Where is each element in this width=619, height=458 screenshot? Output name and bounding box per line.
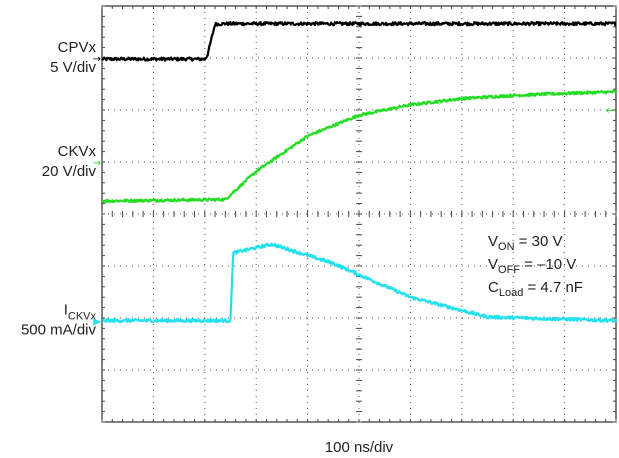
graticule (101, 5, 617, 423)
x-axis-label: 100 ns/div (325, 439, 394, 456)
trace-cpvx (101, 21, 617, 62)
channel-scale-cpvx: 5 V/div (50, 59, 96, 76)
channel-name-cpvx: CPVx (58, 39, 97, 56)
channel-name-ickvx: ICKVx (64, 302, 97, 323)
trace-ckvx (101, 89, 617, 204)
channel-scale-ickvx: 500 mA/div (21, 322, 97, 339)
condition-off: VOFF = –10 V (488, 256, 576, 276)
condition-load: CLoad = 4.7 nF (488, 279, 583, 299)
ground-marker-ickvx: ▶ (93, 317, 101, 328)
trace-ickvx (101, 242, 618, 324)
waveform-traces (101, 21, 618, 324)
test-conditions: VON = 30 V VOFF = –10 V CLoad = 4.7 nF (488, 233, 583, 299)
ground-marker-cpvx: → (93, 54, 101, 65)
trigger-marker-ckvx: ← (606, 104, 615, 117)
condition-on: VON = 30 V (488, 233, 562, 253)
channel-name-ckvx: CKVx (58, 143, 97, 160)
channel-markers: → → ← ▶ (93, 54, 615, 328)
ground-marker-ckvx: → (93, 158, 101, 169)
channel-scale-ckvx: 20 V/div (42, 163, 97, 180)
